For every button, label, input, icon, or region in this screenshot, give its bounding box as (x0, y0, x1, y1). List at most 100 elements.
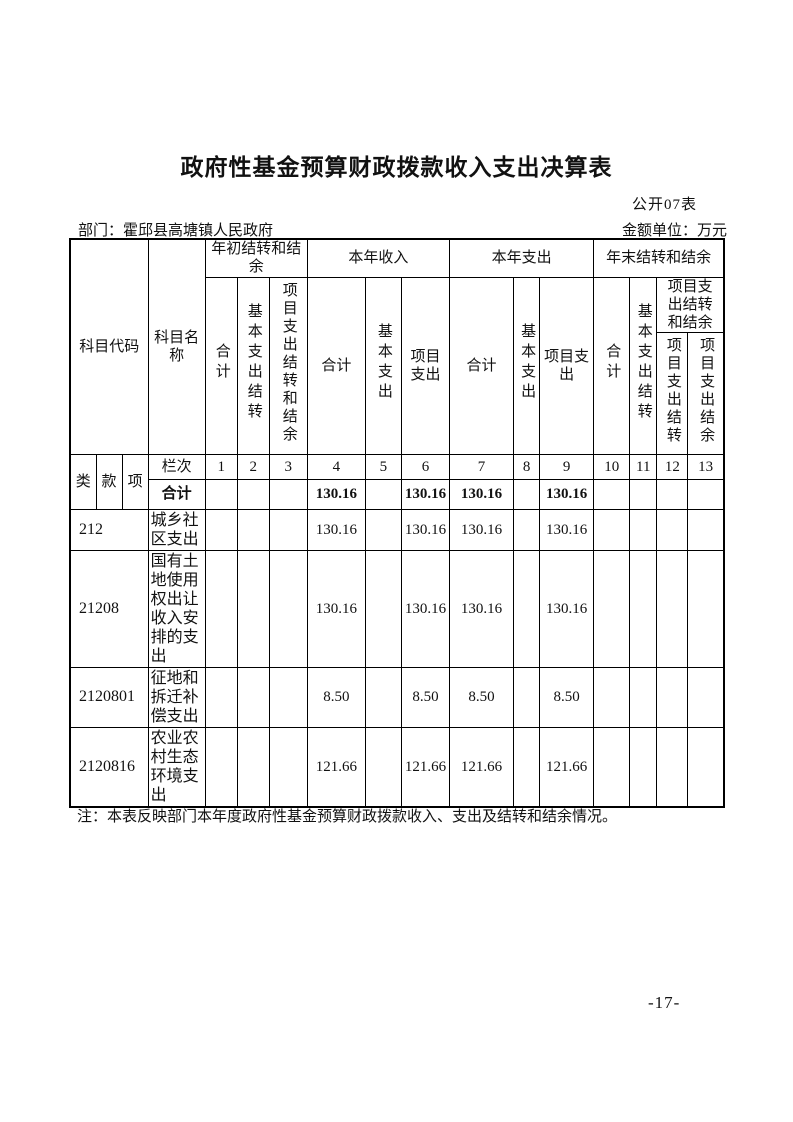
value-cell (687, 549, 725, 668)
group-current-expense: 本年支出 (449, 238, 595, 278)
table-note: 注：本表反映部门本年度政府性基金预算财政拨款收入、支出及结转和结余情况。 (77, 809, 618, 825)
col-header-end-project-carry: 项目支出结转 (656, 331, 689, 455)
value-cell (236, 726, 270, 807)
header-group-row: 科目代码 科目名称 年初结转和结余 本年收入 本年支出 年末结转和结余 (69, 238, 725, 455)
value-cell: 130.16 (539, 549, 595, 668)
col-header-end-basic: 基本支出结转 (629, 276, 658, 455)
header-sub-row: 合计 基本支出结转 项目支出结转和结余 合计 基本支出 项目支出 合计 基本支出… (70, 276, 725, 455)
col-number-cell: 1 (204, 453, 238, 480)
value-cell (364, 726, 402, 807)
table-row: 2120816 农业农村生态环境支出 121.66 121.66 121.66 … (69, 726, 725, 807)
value-cell (364, 666, 402, 728)
code-part-class: 类 (69, 453, 97, 510)
value-cell: 130.16 (306, 478, 366, 510)
subject-name-cell: 征地和拆迁补偿支出 (147, 666, 206, 728)
value-cell (593, 478, 631, 510)
value-cell: 130.16 (400, 478, 451, 510)
value-cell: 8.50 (400, 666, 451, 728)
value-cell: 121.66 (449, 726, 515, 807)
value-cell (687, 478, 725, 510)
subject-name-header: 科目名称 (147, 238, 206, 455)
subject-name-cell: 农业农村生态环境支出 (147, 726, 206, 807)
value-cell (204, 549, 238, 668)
subject-code-header: 科目代码 (69, 238, 149, 455)
table-row: 21208 国有土地使用权出让收入安排的支出 130.16 130.16 130… (69, 549, 725, 668)
col-number-cell: 5 (364, 453, 402, 480)
total-row: 合计 130.16 130.16 130.16 130.16 (70, 478, 725, 510)
value-cell: 130.16 (306, 508, 366, 551)
fund-budget-table: 科目代码 科目名称 年初结转和结余 本年收入 本年支出 年末结转和结余 合计 基… (69, 238, 725, 808)
value-cell (687, 726, 725, 807)
value-cell (268, 478, 308, 510)
subject-code-cell: 2120816 (69, 726, 149, 807)
value-cell (204, 666, 238, 728)
col-header-expense-basic: 基本支出 (513, 276, 541, 455)
value-cell (593, 549, 631, 668)
value-cell (513, 726, 541, 807)
value-cell (204, 726, 238, 807)
subject-code-cell: 2120801 (69, 666, 149, 728)
col-number-cell: 6 (400, 453, 451, 480)
col-header-begin-total: 合计 (204, 276, 238, 455)
value-cell: 130.16 (539, 478, 595, 510)
col-header-income-total: 合计 (306, 276, 366, 455)
value-cell (593, 508, 631, 551)
department-label: 部门：霍邱县高塘镇人民政府 (78, 223, 274, 239)
col-number-cell: 7 (449, 453, 515, 480)
value-cell: 8.50 (539, 666, 595, 728)
value-cell (656, 726, 689, 807)
value-cell (513, 549, 541, 668)
value-cell (656, 666, 689, 728)
group-end-balance: 年末结转和结余 (593, 238, 725, 278)
header-subgroup-row: 项目支出结转 项目支出结余 (70, 331, 725, 455)
col-number-cell: 4 (306, 453, 366, 480)
code-part-item: 项 (121, 453, 149, 510)
value-cell (268, 508, 308, 551)
col-header-income-project: 项目支出 (400, 276, 451, 455)
value-cell: 121.66 (539, 726, 595, 807)
lanci-label: 栏次 (147, 453, 206, 480)
value-cell (629, 508, 658, 551)
value-cell (236, 549, 270, 668)
value-cell (513, 666, 541, 728)
col-header-expense-project: 项目支出 (539, 276, 595, 455)
value-cell (204, 508, 238, 551)
page-title: 政府性基金预算财政拨款收入支出决算表 (180, 155, 613, 180)
value-cell (629, 726, 658, 807)
value-cell: 130.16 (449, 478, 515, 510)
value-cell: 130.16 (306, 549, 366, 668)
value-cell (513, 508, 541, 551)
value-cell: 130.16 (449, 549, 515, 668)
value-cell (204, 478, 238, 510)
amount-unit-label: 金额单位：万元 (621, 223, 727, 239)
value-cell (656, 478, 689, 510)
table-number-label: 公开07表 (631, 197, 697, 213)
col-header-end-total: 合计 (593, 276, 631, 455)
value-cell (268, 666, 308, 728)
subject-code-cell: 21208 (69, 549, 149, 668)
code-part-section: 款 (95, 453, 123, 510)
col-header-begin-project: 项目支出结转和结余 (268, 276, 308, 455)
meta-line: 金额单位：万元 部门：霍邱县高塘镇人民政府 (78, 219, 727, 240)
col-header-income-basic: 基本支出 (364, 276, 402, 455)
col-number-cell: 10 (593, 453, 631, 480)
col-number-cell: 13 (687, 453, 725, 480)
page-number: -17- (648, 993, 681, 1012)
value-cell (236, 666, 270, 728)
subject-name-cell: 国有土地使用权出让收入安排的支出 (147, 549, 206, 668)
value-cell (629, 666, 658, 728)
col-header-end-project-balance: 项目支出结余 (687, 331, 725, 455)
col-number-cell: 3 (268, 453, 308, 480)
value-cell: 8.50 (306, 666, 366, 728)
value-cell (656, 508, 689, 551)
value-cell (687, 508, 725, 551)
value-cell (364, 478, 402, 510)
value-cell (513, 478, 541, 510)
subject-name-cell: 城乡社区支出 (147, 508, 206, 551)
col-number-cell: 2 (236, 453, 270, 480)
value-cell: 130.16 (449, 508, 515, 551)
value-cell (656, 549, 689, 668)
value-cell: 8.50 (449, 666, 515, 728)
value-cell: 130.16 (400, 549, 451, 668)
value-cell (364, 549, 402, 668)
